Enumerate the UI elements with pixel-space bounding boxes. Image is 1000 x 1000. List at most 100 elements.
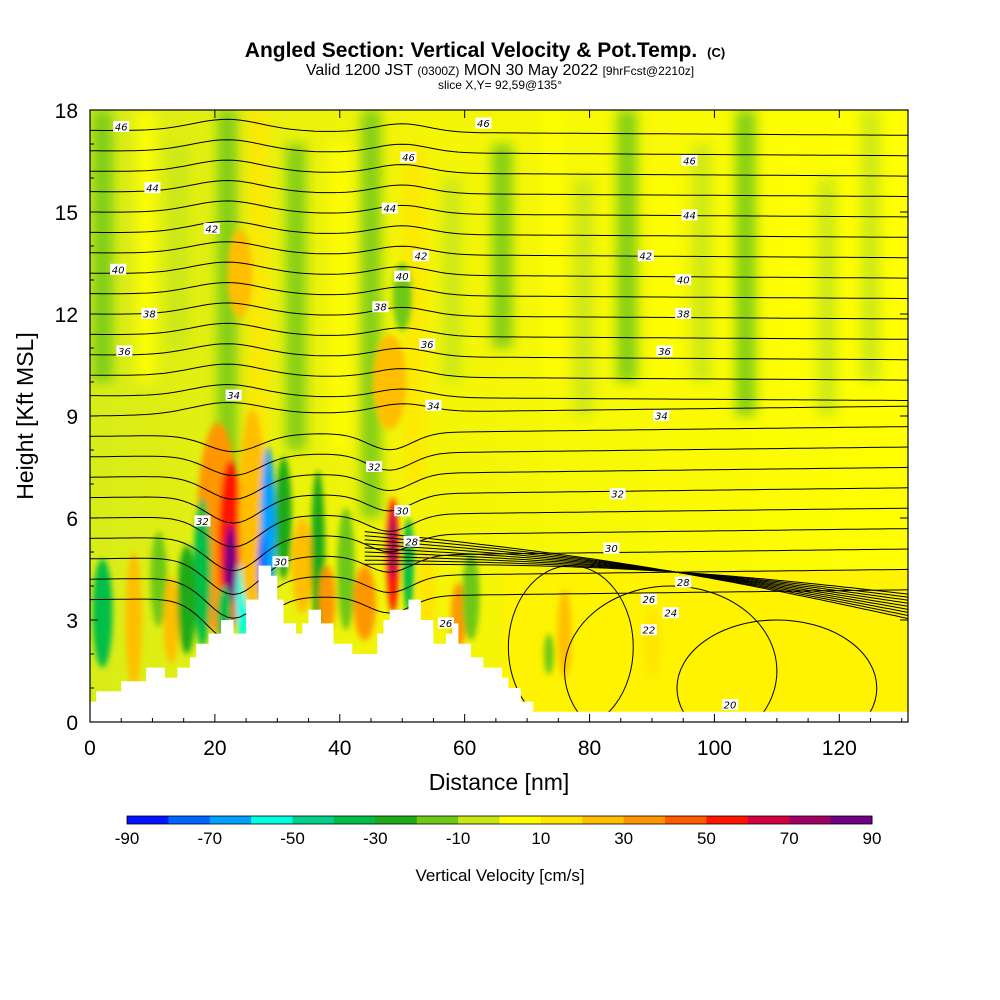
field-band <box>617 110 637 382</box>
y-tick-label: 3 <box>66 610 78 633</box>
contour-label-text: 28 <box>405 537 418 548</box>
contour-label-text: 38 <box>143 310 156 321</box>
contour-label-bg <box>419 338 436 350</box>
contour-label-bg <box>722 699 739 710</box>
contour-label-text: 26 <box>440 619 453 630</box>
contour-label-bg <box>681 209 698 221</box>
x-tick-label: 120 <box>822 737 857 760</box>
contour-label: 40 <box>675 274 692 287</box>
contour-label-bg <box>203 223 220 234</box>
theta-contour <box>364 547 908 607</box>
contour-label-bg <box>225 389 242 401</box>
colorbar-tick-label: 50 <box>697 829 716 848</box>
field-band <box>286 144 307 450</box>
contour-label-text: 46 <box>115 123 128 134</box>
contour-label-bg <box>366 461 383 472</box>
x-tick-label: 40 <box>328 737 351 760</box>
updraft-cell <box>462 552 480 641</box>
contour-label-bg <box>272 556 289 568</box>
contour-label: 46 <box>475 117 492 130</box>
contour-label-text: 44 <box>683 211 696 222</box>
contour-label-bg <box>675 274 692 285</box>
field-band <box>691 144 712 382</box>
colorbar-tick-label: -10 <box>446 829 471 848</box>
contour-label-bg <box>372 301 389 313</box>
contour-label-text: 30 <box>605 544 618 555</box>
colorbar-swatch <box>416 816 459 824</box>
field-band <box>735 110 756 416</box>
contour-label-bg <box>675 308 692 319</box>
x-tick-label: 20 <box>203 737 226 760</box>
contour-label-text: 24 <box>664 609 677 620</box>
contour-label-text: 40 <box>677 276 690 287</box>
colorbar-swatch <box>706 816 749 824</box>
contour-label-bg <box>637 250 654 262</box>
contour-label: 32 <box>194 515 211 528</box>
colorbar-swatch <box>499 816 542 824</box>
updraft-cell <box>402 518 415 614</box>
contour-label-bg <box>194 515 211 527</box>
updraft-cell <box>353 565 376 641</box>
field-band <box>442 178 463 382</box>
contour-label: 42 <box>412 250 429 263</box>
contour-label-text: 38 <box>374 303 387 314</box>
updraft-cell <box>319 565 336 634</box>
theta-contour <box>90 363 908 381</box>
contour-label-text: 42 <box>639 252 652 263</box>
colorbar-tick-label: 10 <box>531 829 550 848</box>
terrain-mask <box>90 565 908 722</box>
updraft-cell <box>292 518 313 614</box>
colorbar-tick-label: -30 <box>363 829 388 848</box>
colorbar-swatch <box>375 816 418 824</box>
theta-contour <box>90 343 908 361</box>
contour-label-bg <box>656 345 673 357</box>
x-tick-label: 100 <box>697 737 732 760</box>
theta-contour <box>90 528 908 572</box>
contour-label: 24 <box>662 607 679 620</box>
x-tick-label: 80 <box>578 737 601 760</box>
theta-contour <box>90 159 908 177</box>
x-tick-label: 0 <box>84 737 96 760</box>
contour-label-text: 42 <box>415 252 428 263</box>
field-band <box>167 144 188 348</box>
contour-label: 32 <box>366 461 383 474</box>
theta-contour <box>90 487 908 524</box>
theta-contour <box>90 261 908 279</box>
field-band <box>654 178 675 382</box>
field-bands <box>92 110 906 552</box>
colorbar-swatch <box>789 816 832 824</box>
colorbar: -90 -70 -50 -30 -10 10 30 50 70 90 <box>115 815 881 848</box>
field-band <box>404 144 425 484</box>
updraft-cell <box>275 456 292 580</box>
colorbar-tick-label: -50 <box>280 829 305 848</box>
updraft-cell <box>557 589 572 678</box>
contour-label-text: 44 <box>146 184 159 195</box>
contour-label-text: 36 <box>118 347 131 358</box>
theta-contour <box>90 568 908 619</box>
contour-label-bg <box>675 576 692 588</box>
contour-label-bg <box>113 121 130 132</box>
contour-label-bg <box>681 155 698 166</box>
contour-label-text: 36 <box>421 340 434 351</box>
theta-contour <box>90 507 908 548</box>
contour-label-text: 34 <box>227 391 240 402</box>
colorbar-tick-label: 30 <box>614 829 633 848</box>
theta-contour-dome <box>564 585 778 722</box>
theta-contour <box>90 322 908 340</box>
contour-label: 46 <box>400 151 417 164</box>
updraft-cell <box>372 334 407 430</box>
contour-label: 40 <box>394 270 411 283</box>
y-tick-label: 15 <box>55 202 78 225</box>
contour-label: 42 <box>203 223 220 236</box>
contour-label: 22 <box>640 624 657 637</box>
contour-label-text: 42 <box>205 225 218 236</box>
theta-contour <box>90 220 908 238</box>
contour-label: 44 <box>381 202 398 215</box>
y-tick-label: 0 <box>66 712 78 735</box>
colorbar-tick-label: 70 <box>780 829 799 848</box>
contour-label: 44 <box>144 182 161 195</box>
contour-label: 40 <box>110 263 127 276</box>
contour-label: 36 <box>419 338 436 351</box>
